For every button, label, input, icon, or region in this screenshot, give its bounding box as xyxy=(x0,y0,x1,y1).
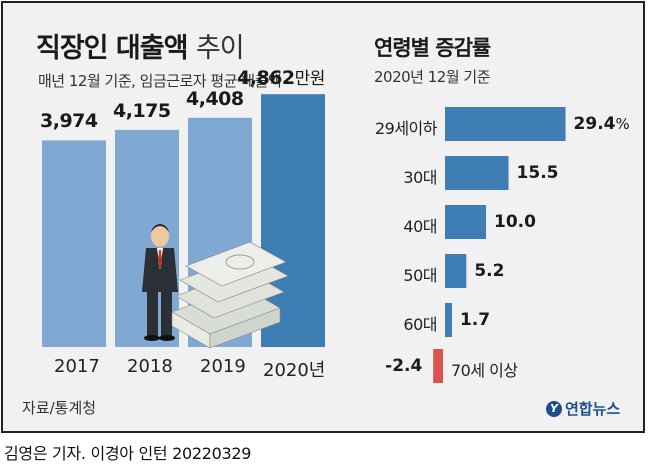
year-bar-2017 xyxy=(42,140,106,347)
age-bar-category-4: 60대 xyxy=(403,315,437,334)
left-chart-title: 직장인 대출액 추이 xyxy=(36,33,245,64)
age-bar-category-3: 50대 xyxy=(403,266,437,285)
age-bar-category-1: 30대 xyxy=(403,168,437,187)
year-bar-category-1: 2018 xyxy=(127,356,173,377)
right-chart-title: 연령별 증감률 xyxy=(374,36,491,60)
age-bar-category-2: 40대 xyxy=(403,217,437,236)
publisher-logo-text: 연합뉴스 xyxy=(565,400,621,418)
age-bar-value-1: 15.5 xyxy=(516,163,559,183)
yonhap-logo-icon: Y xyxy=(546,400,562,417)
businessman-illustration xyxy=(142,224,178,341)
year-bar-category-2: 2019 xyxy=(200,356,246,377)
age-bar-category-5: 70세 이상 xyxy=(451,361,518,380)
source-label: 자료/통계청 xyxy=(22,399,97,417)
money-stack-illustration xyxy=(171,241,289,349)
year-bar-value-2: 4,408 xyxy=(186,87,244,110)
age-bar-value-3: 5.2 xyxy=(474,261,505,281)
age-bar-category-0: 29세이하 xyxy=(374,119,438,138)
year-bar-value-3: 4,862만원 xyxy=(237,64,325,89)
left-chart-title-light: 추이 xyxy=(195,33,245,64)
year-bar-value-0: 3,974 xyxy=(40,110,98,133)
age-bar-value-5: -2.4 xyxy=(385,356,423,376)
age-bar-3 xyxy=(445,254,467,288)
left-chart-subtitle: 매년 12월 기준, 임금근로자 평균 대출액 xyxy=(38,72,282,90)
right-chart-subtitle: 2020년 12월 기준 xyxy=(374,68,491,86)
byline: 김영은 기자. 이경아 인턴 20220329 xyxy=(4,444,252,463)
age-bar-4 xyxy=(445,303,452,337)
year-bar-category-3: 2020년 xyxy=(263,360,326,381)
age-bar-value-0: 29.4% xyxy=(573,114,630,134)
age-bar-value-4: 1.7 xyxy=(459,310,491,330)
age-bar-2 xyxy=(445,205,486,239)
age-bar-0 xyxy=(445,107,566,141)
year-bar-value-1: 4,175 xyxy=(113,99,171,122)
age-bar-1 xyxy=(445,156,509,190)
year-bar-category-0: 2017 xyxy=(54,356,100,377)
publisher-logo: Y 연합뉴스 xyxy=(546,398,620,419)
age-bar-5 xyxy=(433,349,443,383)
value-unit: 만원 xyxy=(294,69,326,90)
age-bar-value-2: 10.0 xyxy=(494,212,536,232)
value-number: 4,862 xyxy=(237,67,295,90)
